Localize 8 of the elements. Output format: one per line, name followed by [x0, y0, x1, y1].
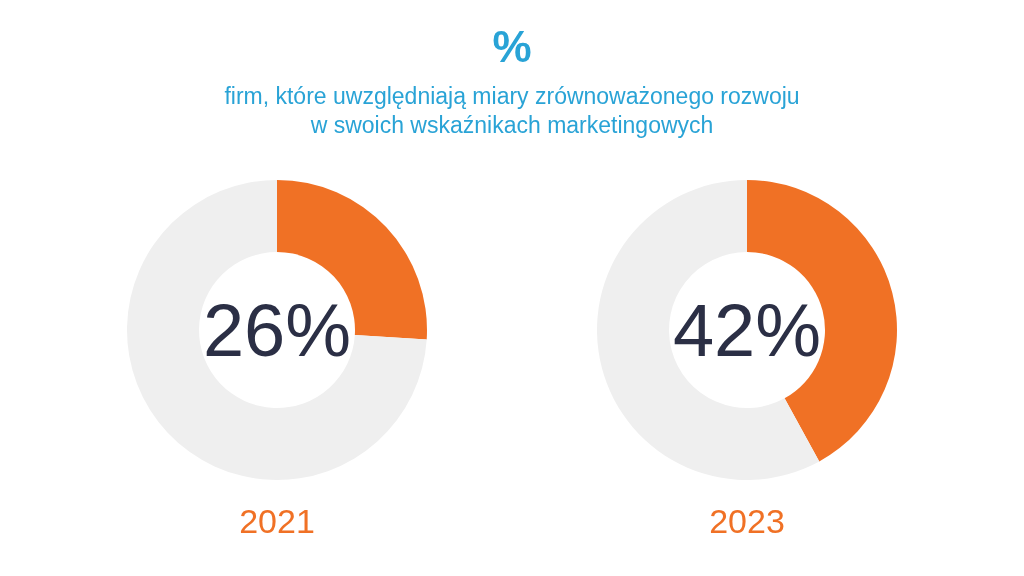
text: firm, które uwzględniają miary zrównoważonego rozwoju w swoich wskaźnikach marketingowych [224, 83, 800, 138]
donut-slice [597, 180, 820, 480]
text: 26% [202, 289, 352, 372]
text: 2021 [239, 502, 315, 540]
text: 2023 [709, 502, 785, 540]
text: 42% [672, 289, 822, 372]
chart-title: % [492, 22, 532, 71]
donut-slice [127, 180, 427, 480]
